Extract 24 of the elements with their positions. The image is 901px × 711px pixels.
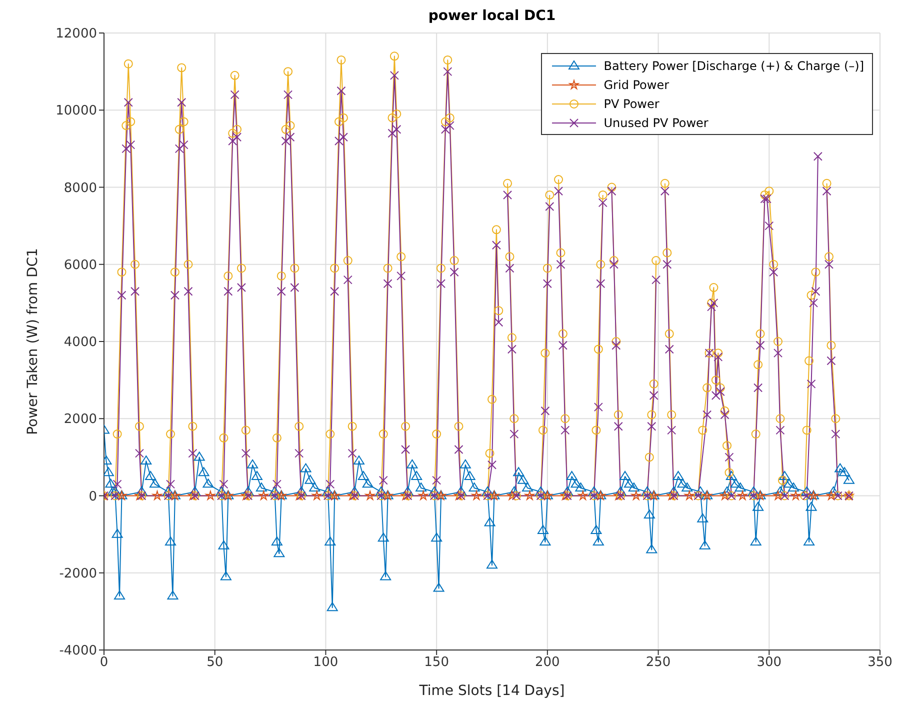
y-tick-label: -2000 (59, 566, 97, 582)
legend-label: Grid Power (604, 78, 670, 92)
x-tick-label: 350 (868, 655, 892, 670)
y-tick-label: 0 (88, 489, 97, 504)
y-tick-label: 12000 (56, 26, 97, 42)
legend-label: PV Power (604, 96, 660, 110)
chart-title: power local DC1 (427, 8, 557, 24)
x-tick-label: 200 (535, 655, 560, 670)
x-tick-label: 0 (100, 655, 108, 670)
y-tick-label: 10000 (56, 104, 97, 119)
x-tick-label: 300 (756, 655, 782, 670)
y-tick-label: 2000 (64, 412, 97, 428)
x-axis-title: Time Slots [14 Days] (418, 683, 565, 699)
y-tick-label: -4000 (59, 644, 97, 659)
y-tick-label: 4000 (64, 335, 97, 350)
x-tick-label: 250 (646, 655, 671, 670)
x-tick-label: 150 (424, 655, 449, 670)
x-tick-label: 100 (313, 655, 338, 670)
legend-label: Unused PV Power (604, 116, 708, 130)
legend-label: Battery Power [Discharge (+) & Charge (–)] (604, 58, 864, 72)
x-tick-label: 50 (206, 655, 224, 670)
y-tick-label: 8000 (64, 180, 97, 196)
y-axis-title: Power Taken (W) from DC1 (24, 248, 41, 435)
y-tick-label: 6000 (64, 258, 97, 273)
